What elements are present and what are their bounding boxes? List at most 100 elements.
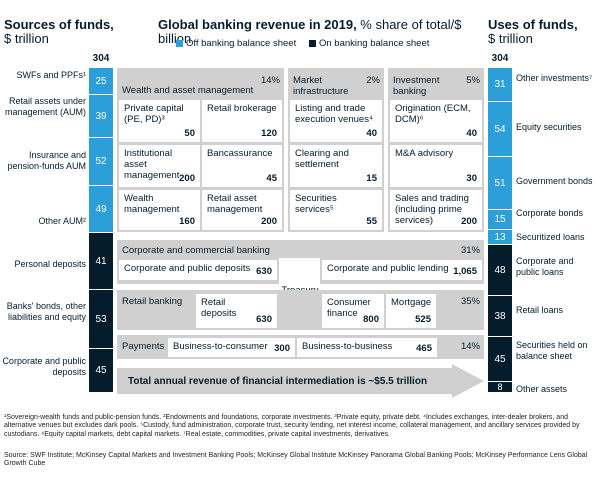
card-label: Private capital (PE, PD)³ [124,103,184,125]
uses-title-bold: Uses of funds, [488,17,578,32]
source-label-swf: SWFs and PPFs¹ [16,70,86,80]
card-value: 200 [179,173,195,184]
use-label-retail-loans: Retail loans [516,305,564,315]
payments-card-b2c: Business-to-consumer 300 [168,338,295,357]
ib-card-origination: Origination (ECM, DCM)⁶ 40 [390,100,482,142]
mi-title: Market infrastructure [293,75,349,97]
source-note: Source: SWF Institute; McKinsey Capital … [4,452,588,468]
card-label: Retail brokerage [207,103,277,114]
card-value: 40 [466,128,477,139]
uses-title-unit: $ trillion [488,31,533,46]
total-revenue-text: Total annual revenue of financial interm… [128,376,428,387]
card-label: Wealth management [124,193,180,215]
card-label: Listing and trade execution venues⁴ [295,103,374,125]
source-bar-retail-aum: 39 [89,95,113,137]
card-label: Corporate and public lending [327,263,449,274]
legend-on-swatch [309,40,316,47]
source-label-other-aum: Other AUM² [38,216,86,226]
total-revenue-arrow [117,364,484,398]
card-label: Retail deposits [201,297,237,319]
mi-card-listing: Listing and trade execution venues⁴ 40 [290,100,382,142]
sources-title-unit: $ trillion [4,31,49,46]
use-label-corp-bonds: Corporate bonds [516,208,584,218]
payments-title: Payments [122,341,165,352]
wam-card-wealth-management: Wealth management 160 [119,190,200,230]
use-label-gov-bonds: Government bonds [516,176,593,186]
card-value: 630 [256,266,272,277]
source-label-insurance: Insurance and pension-funds AUM [7,150,86,171]
use-bar-securities-held: 45 [488,337,512,381]
source-bar-personal-deposits: 41 [89,233,113,289]
card-value: 120 [261,128,277,139]
card-label: Consumer finance [327,297,371,319]
sources-total: 304 [92,53,110,64]
card-value: 1,065 [453,266,477,277]
card-label: Retail asset management [207,193,263,215]
card-label: Corporate and public deposits [124,263,251,274]
mi-card-clearing: Clearing and settlement 15 [290,145,382,187]
legend-on-label: On banking balance sheet [319,38,430,49]
source-label-corp-deposits: Corporate and public deposits [2,356,86,377]
card-value: 40 [366,128,377,139]
card-value: 30 [466,173,477,184]
payments-card-b2b: Business-to-business 465 [297,338,437,357]
ib-title: Investment banking [393,75,440,97]
rb-card-consumer-finance: Consumer finance 800 [322,294,384,328]
legend-off-label: Off banking balance sheet [186,38,297,49]
mi-pct: 2% [366,75,380,86]
arrow-shape [117,364,484,398]
use-bar-other-investments: 31 [488,68,512,101]
card-value: 630 [256,314,272,325]
ccb-title: Corporate and commercial banking [122,245,270,256]
card-label: Securities services⁵ [295,193,337,215]
use-bar-corp-loans: 48 [488,245,512,295]
card-value: 300 [274,343,290,354]
wam-title: Wealth and asset management [122,85,254,96]
ccb-card-lending: Corporate and public lending 1,065 [322,260,482,280]
wam-card-institutional: Institutional asset management 200 [119,145,200,187]
card-value: 50 [184,128,195,139]
center-title-bold: Global banking revenue in 2019, [158,17,357,32]
wam-card-bancassurance: Bancassurance 45 [202,145,282,187]
use-bar-retail-loans: 38 [488,296,512,336]
center-title-rest: % share of total/$ billion [158,17,462,46]
rb-title: Retail banking [122,296,183,307]
ib-card-sales-trading: Sales and trading (including prime servi… [390,190,482,230]
uses-total: 304 [491,53,509,64]
payments-pct: 14% [460,341,480,352]
card-label: Business-to-business [302,341,393,352]
ccb-card-deposits: Corporate and public deposits 630 [119,260,277,280]
use-label-equity: Equity securities [516,122,582,132]
use-label-corp-loans: Corporate and public loans [516,256,574,277]
ib-pct: 5% [466,75,480,86]
uses-title: Uses of funds, $ trillion [488,18,598,46]
card-value: 160 [179,216,195,227]
source-bar-swf: 25 [89,68,113,94]
card-label: Clearing and settlement [295,148,349,170]
use-label-securitized: Securitized loans [516,232,585,242]
card-value: 200 [461,216,477,227]
mi-card-securities-services: Securities services⁵ 55 [290,190,382,230]
card-value: 525 [415,314,431,325]
legend-off-swatch [176,40,183,47]
ib-card-ma-advisory: M&A advisory 30 [390,145,482,187]
use-label-securities-held: Securities held on balance sheet [516,340,588,361]
card-value: 465 [416,343,432,354]
use-bar-other-assets: 8 [488,382,512,392]
use-label-other-investments: Other investments⁷ [516,73,593,83]
source-label-personal-deposits: Personal deposits [14,259,86,269]
wam-card-retail-brokerage: Retail brokerage 120 [202,100,282,142]
card-label: Bancassurance [207,148,273,159]
use-bar-equity: 54 [488,102,512,156]
use-bar-gov-bonds: 51 [488,157,512,209]
center-title: Global banking revenue in 2019, % share … [158,18,488,46]
card-value: 15 [366,173,377,184]
card-value: 55 [366,216,377,227]
card-label: Sales and trading (including prime servi… [395,193,469,226]
wam-card-private-capital: Private capital (PE, PD)³ 50 [119,100,200,142]
card-value: 200 [261,216,277,227]
rb-pct: 35% [460,296,480,307]
source-label-bank-bonds: Banks' bonds, other liabilities and equi… [6,301,86,322]
source-label-retail-aum: Retail assets under management (AUM) [4,96,86,117]
source-bar-bank-bonds: 53 [89,290,113,348]
